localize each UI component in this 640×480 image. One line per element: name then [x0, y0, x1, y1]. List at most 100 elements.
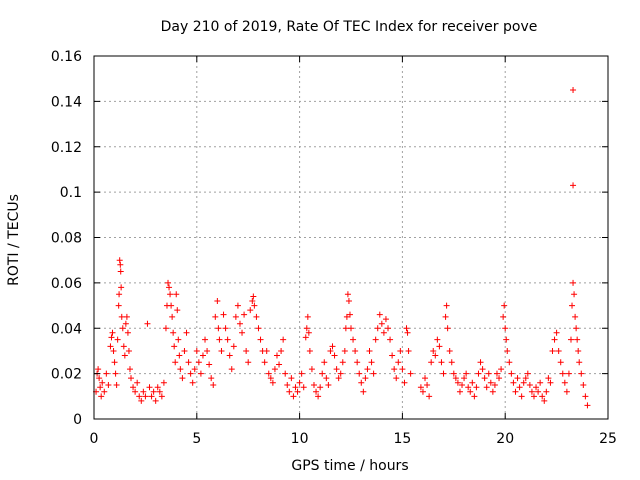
y-tick-label: 0.12 — [51, 140, 82, 156]
data-point — [335, 375, 342, 382]
data-point — [520, 379, 527, 386]
data-point — [389, 352, 396, 359]
data-point — [362, 375, 369, 382]
data-point — [247, 307, 254, 314]
data-point — [442, 313, 449, 320]
data-point — [210, 381, 217, 388]
data-point — [146, 384, 153, 391]
data-point — [239, 329, 246, 336]
data-point — [452, 375, 459, 382]
data-point — [572, 313, 579, 320]
data-point — [473, 384, 480, 391]
data-point — [432, 352, 439, 359]
data-point — [496, 375, 503, 382]
data-point — [545, 375, 552, 382]
data-point — [236, 320, 243, 327]
data-point — [144, 320, 151, 327]
data-point — [171, 343, 178, 350]
data-point — [575, 347, 582, 354]
data-point — [306, 347, 313, 354]
data-point — [321, 359, 328, 366]
data-point — [165, 279, 172, 286]
data-point — [372, 336, 379, 343]
data-point — [156, 388, 163, 395]
data-point — [397, 347, 404, 354]
data-point — [105, 381, 112, 388]
data-point — [481, 375, 488, 382]
data-point — [543, 388, 550, 395]
data-point — [174, 307, 181, 314]
data-point — [428, 359, 435, 366]
data-point — [243, 347, 250, 354]
data-point — [292, 384, 299, 391]
data-point — [168, 302, 175, 309]
data-point — [364, 366, 371, 373]
data-point — [305, 329, 312, 336]
data-point — [469, 379, 476, 386]
data-point — [206, 361, 213, 368]
data-point — [424, 381, 431, 388]
data-point — [101, 388, 108, 395]
data-point — [333, 366, 340, 373]
data-point — [498, 366, 505, 373]
data-point — [302, 334, 309, 341]
data-point — [374, 325, 381, 332]
data-point — [512, 388, 519, 395]
data-point — [395, 359, 402, 366]
data-point — [284, 381, 291, 388]
data-point — [152, 397, 159, 404]
data-point — [329, 343, 336, 350]
data-point — [177, 366, 184, 373]
data-point — [113, 381, 120, 388]
data-point — [491, 381, 498, 388]
data-point — [308, 366, 315, 373]
y-axis-label: ROTI / TECUs — [6, 194, 22, 286]
y-tick-label: 0.08 — [51, 231, 82, 247]
data-point — [537, 379, 544, 386]
data-point — [341, 347, 348, 354]
data-point — [226, 352, 233, 359]
data-point — [224, 336, 231, 343]
data-point — [304, 313, 311, 320]
data-point — [142, 393, 149, 400]
data-point — [399, 366, 406, 373]
data-point — [212, 313, 219, 320]
data-point — [358, 379, 365, 386]
y-tick-label: 0.14 — [51, 94, 82, 110]
data-point — [95, 366, 102, 373]
data-point — [288, 375, 295, 382]
chart-title: Day 210 of 2019, Rate Of TEC Index for r… — [161, 19, 538, 35]
data-point — [456, 388, 463, 395]
data-point — [193, 347, 200, 354]
data-point — [380, 329, 387, 336]
data-point — [250, 293, 257, 300]
data-point — [526, 381, 533, 388]
data-point — [230, 343, 237, 350]
data-point — [191, 366, 198, 373]
data-point — [551, 336, 558, 343]
data-point — [524, 370, 531, 377]
data-point — [271, 366, 278, 373]
data-point — [132, 388, 139, 395]
data-point — [179, 375, 186, 382]
data-point — [220, 311, 227, 318]
data-point — [215, 325, 222, 332]
data-point — [563, 388, 570, 395]
data-point — [331, 352, 338, 359]
data-point — [387, 336, 394, 343]
data-point — [118, 284, 125, 291]
data-point — [303, 325, 310, 332]
data-point — [97, 384, 104, 391]
data-point — [459, 381, 466, 388]
data-point — [516, 384, 523, 391]
data-point — [570, 279, 577, 286]
data-point — [535, 388, 542, 395]
data-point — [382, 316, 389, 323]
data-point — [426, 393, 433, 400]
data-point — [327, 347, 334, 354]
data-points — [93, 87, 591, 409]
y-tick-labels: 0 0.02 0.04 0.06 0.08 0.1 0.12 0.14 0.16 — [51, 49, 82, 428]
data-point — [261, 359, 268, 366]
data-point — [134, 379, 141, 386]
data-point — [222, 325, 229, 332]
